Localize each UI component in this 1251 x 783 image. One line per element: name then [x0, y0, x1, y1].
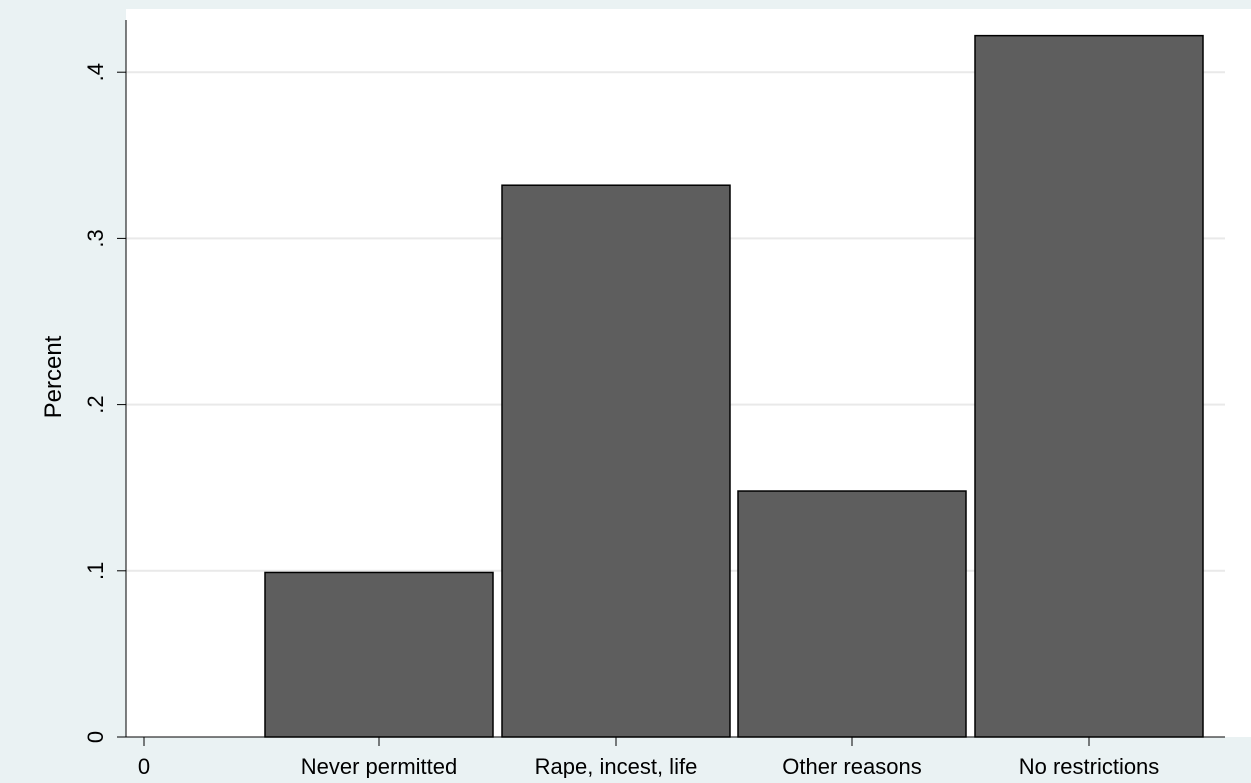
x-tick-label: Other reasons	[782, 754, 921, 778]
x-tick-label: No restrictions	[1019, 754, 1160, 778]
bar	[501, 184, 731, 738]
y-axis-title: Percent	[40, 335, 67, 418]
y-ticks: 0 .1 .2 .3 .4	[83, 63, 126, 743]
bar	[974, 34, 1204, 738]
x-zero-tick-label: 0	[138, 754, 150, 778]
x-tick-labels: 0 Never permitted Rape, incest, life Other…	[138, 737, 1160, 779]
bars	[264, 34, 1204, 738]
y-tick-label: 0	[83, 731, 108, 743]
y-tick-label: .4	[83, 63, 108, 81]
bar	[737, 490, 967, 738]
y-tick-label: .3	[83, 229, 108, 247]
y-tick-label: .1	[83, 562, 108, 580]
x-tick-label: Never permitted	[301, 754, 458, 778]
x-tick-label: Rape, incest, life	[535, 754, 698, 778]
bar	[264, 571, 494, 738]
y-tick-label: .2	[83, 395, 108, 413]
